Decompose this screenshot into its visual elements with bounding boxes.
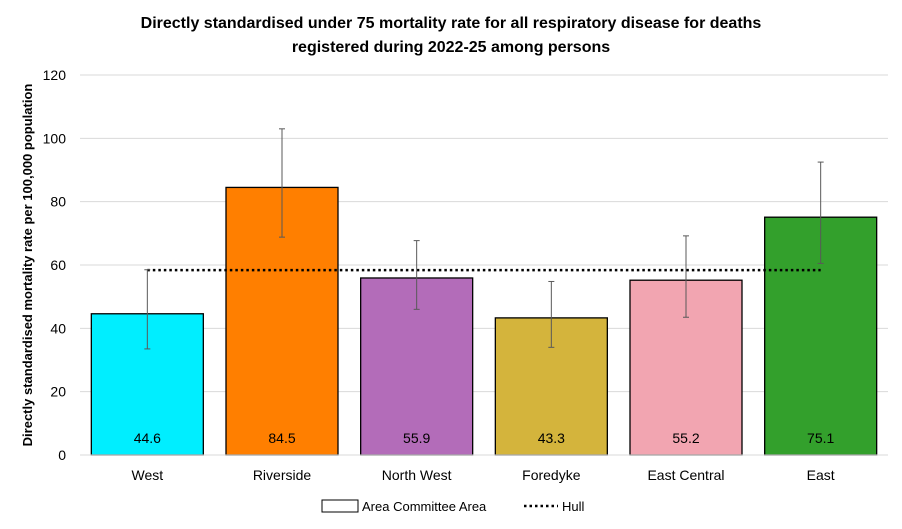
category-label: East bbox=[807, 467, 835, 483]
legend-line-label: Hull bbox=[562, 499, 585, 514]
data-label: 55.2 bbox=[672, 430, 699, 446]
chart-title-line-2: registered during 2022-25 among persons bbox=[292, 39, 610, 56]
data-label: 55.9 bbox=[403, 430, 430, 446]
y-tick-label: 20 bbox=[50, 384, 66, 400]
y-tick-label: 80 bbox=[50, 194, 66, 210]
category-label: North West bbox=[382, 467, 452, 483]
bars bbox=[90, 186, 878, 456]
data-label: 84.5 bbox=[268, 430, 295, 446]
category-labels: West Riverside North West Foredyke East Cent… bbox=[132, 467, 835, 483]
legend-bar-swatch bbox=[321, 499, 359, 513]
category-label: East Central bbox=[647, 467, 724, 483]
y-axis-label: Directly standardised mortality rate per… bbox=[20, 84, 35, 447]
category-label: West bbox=[132, 467, 164, 483]
data-label: 43.3 bbox=[538, 430, 565, 446]
chart-title-line-1: Directly standardised under 75 mortality… bbox=[141, 15, 762, 32]
category-label: Foredyke bbox=[522, 467, 581, 483]
error-bars bbox=[144, 128, 824, 350]
data-labels: 44.6 84.5 55.9 43.3 55.2 75.1 bbox=[134, 430, 835, 446]
category-label: Riverside bbox=[253, 467, 312, 483]
data-label: 44.6 bbox=[134, 430, 161, 446]
y-tick-label: 120 bbox=[43, 67, 67, 83]
y-tick-label: 0 bbox=[58, 447, 66, 463]
legend-bar-label: Area Committee Area bbox=[362, 499, 487, 514]
gridlines bbox=[80, 74, 888, 393]
y-tick-label: 100 bbox=[43, 130, 67, 146]
y-tick-label: 60 bbox=[50, 257, 66, 273]
legend: Area Committee Area Hull bbox=[321, 499, 585, 514]
y-tick-label: 40 bbox=[50, 320, 66, 336]
y-axis-ticks: 0 20 40 60 80 100 120 bbox=[43, 67, 67, 463]
data-label: 75.1 bbox=[807, 430, 834, 446]
